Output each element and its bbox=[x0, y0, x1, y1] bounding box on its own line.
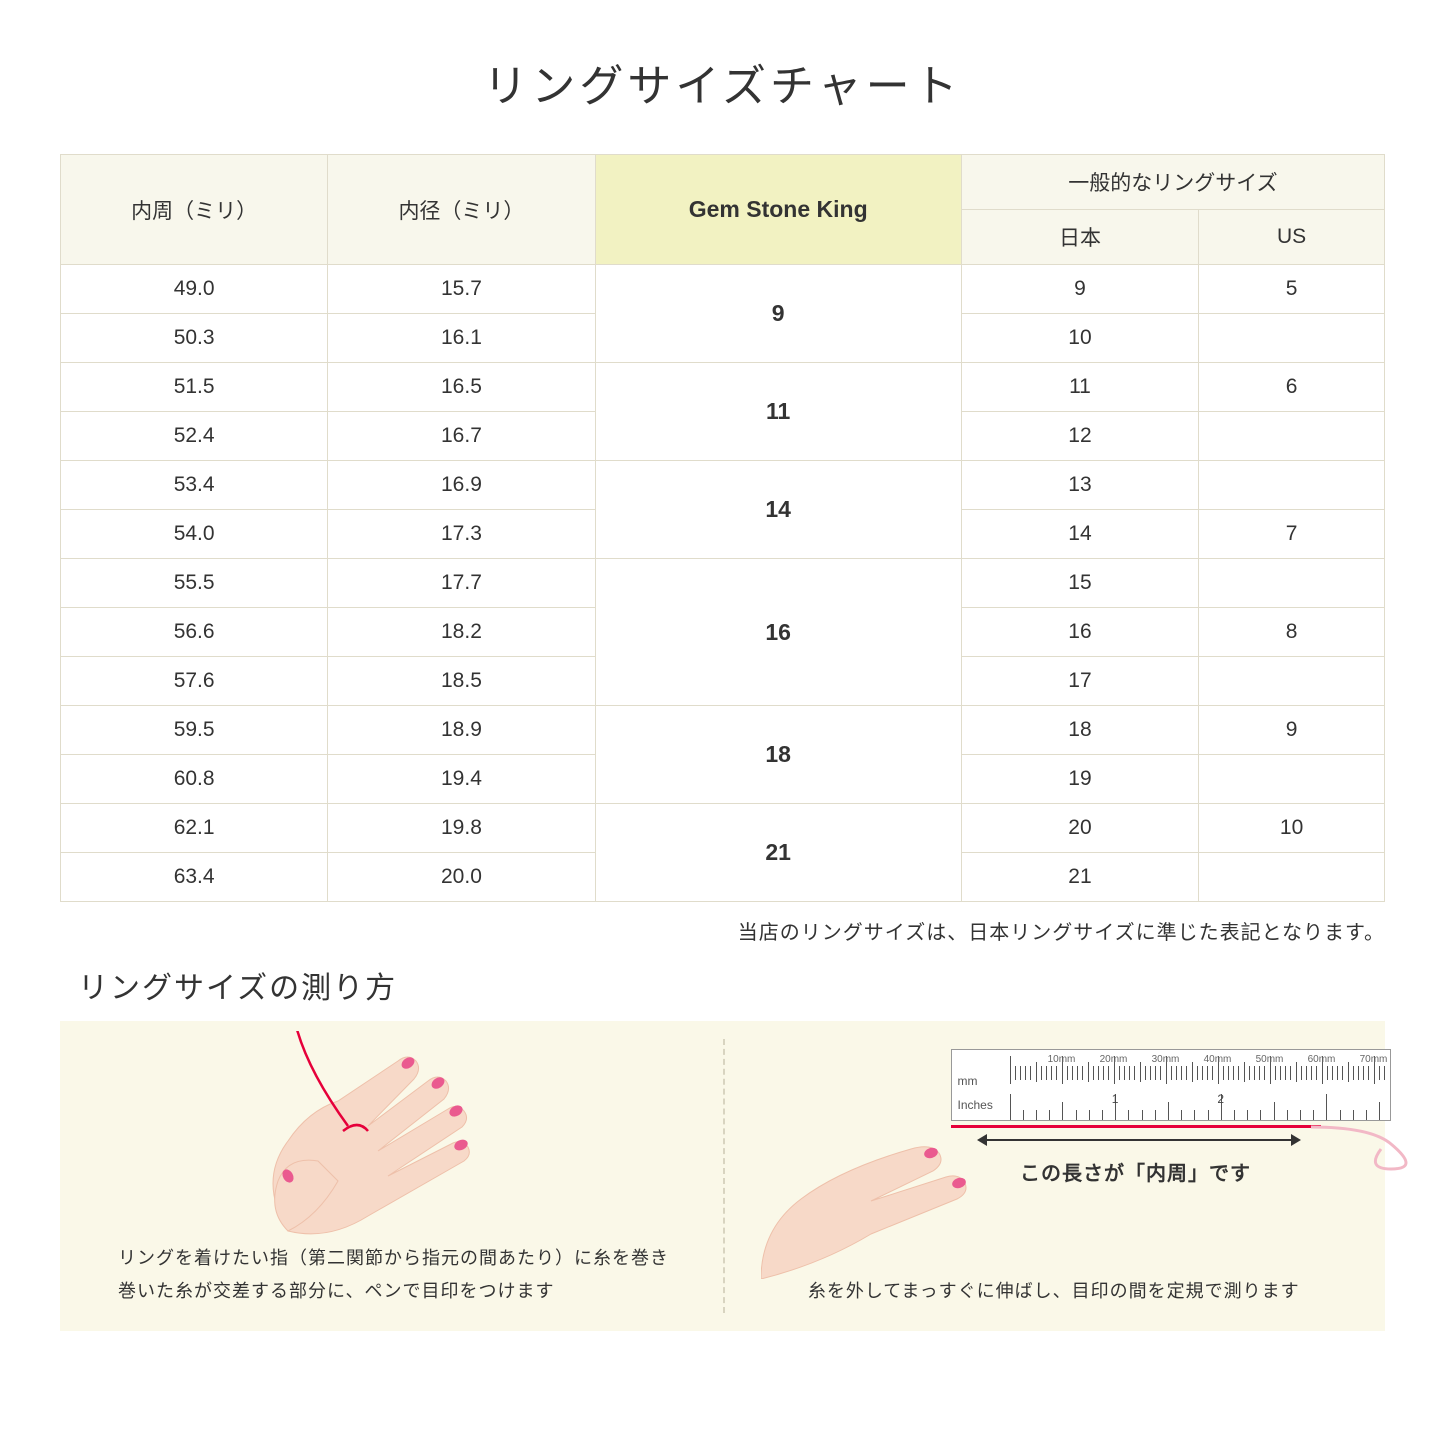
th-gsk: Gem Stone King bbox=[595, 155, 961, 265]
th-general: 一般的なリングサイズ bbox=[961, 155, 1384, 210]
page-title: リングサイズチャート bbox=[60, 50, 1385, 114]
howto-left-caption: リングを着けたい指（第二関節から指元の間あたり）に糸を巻き 巻いた糸が交差する部… bbox=[88, 1242, 695, 1307]
thread-curl-icon bbox=[1311, 1109, 1431, 1179]
table-row: 59.518.918189 bbox=[61, 706, 1385, 755]
howto-right-caption: 糸を外してまっすぐに伸ばし、目印の間を定規で測ります bbox=[751, 1275, 1358, 1307]
howto-title: リングサイズの測り方 bbox=[78, 963, 1385, 1007]
measure-arrow bbox=[979, 1139, 1299, 1141]
thread-line bbox=[951, 1125, 1321, 1128]
th-diameter: 内径（ミリ） bbox=[328, 155, 595, 265]
measure-label: この長さが「内周」です bbox=[951, 1157, 1321, 1186]
th-us: US bbox=[1199, 210, 1385, 265]
th-circumference: 内周（ミリ） bbox=[61, 155, 328, 265]
table-row: 62.119.8212010 bbox=[61, 804, 1385, 853]
hand-hold-icon bbox=[761, 1129, 981, 1279]
th-japan: 日本 bbox=[961, 210, 1198, 265]
table-row: 51.516.511116 bbox=[61, 363, 1385, 412]
howto-panel: リングを着けたい指（第二関節から指元の間あたり）に糸を巻き 巻いた糸が交差する部… bbox=[60, 1021, 1385, 1331]
size-note: 当店のリングサイズは、日本リングサイズに準じた表記となります。 bbox=[60, 916, 1385, 945]
hand-wrap-icon bbox=[248, 1031, 498, 1241]
table-row: 49.015.7995 bbox=[61, 265, 1385, 314]
size-chart-table: 内周（ミリ） 内径（ミリ） Gem Stone King 一般的なリングサイズ … bbox=[60, 154, 1385, 902]
table-row: 55.517.71615 bbox=[61, 559, 1385, 608]
table-row: 53.416.91413 bbox=[61, 461, 1385, 510]
